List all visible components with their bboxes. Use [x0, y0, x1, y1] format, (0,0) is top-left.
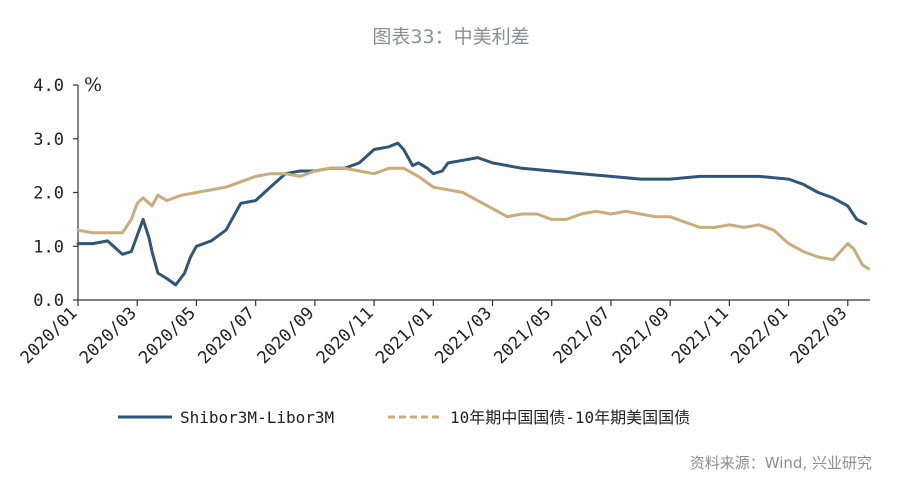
- y-axis-ticks: 4.0 3.0 2.0 1.0 0.0: [33, 76, 64, 311]
- legend: Shibor3M-Libor3M 10年期中国国债-10年期美国国债: [118, 408, 690, 427]
- series-lines: [76, 141, 870, 287]
- series-line-2: [76, 166, 870, 271]
- x-tick-label: 2021/05: [490, 303, 555, 368]
- y-axis-unit: %: [84, 74, 102, 96]
- x-tick-label: 2022/01: [727, 303, 792, 368]
- y-tick-label: 0.0: [33, 291, 64, 311]
- y-tick-label: 4.0: [33, 76, 64, 96]
- x-tick-label: 2020/09: [254, 303, 319, 368]
- x-tick-label: 2021/11: [668, 303, 733, 368]
- source-note: 资料来源：Wind, 兴业研究: [689, 454, 872, 472]
- series-line-1: [76, 141, 868, 287]
- axes: [73, 84, 870, 301]
- x-tick-label: 2022/03: [787, 303, 852, 368]
- x-tick-label: 2020/05: [135, 303, 200, 368]
- x-axis-ticks: 2020/012020/032020/052020/072020/092020/…: [17, 300, 852, 368]
- legend-label-2: 10年期中国国债-10年期美国国债: [450, 408, 690, 427]
- y-tick-label: 1.0: [33, 237, 64, 257]
- x-tick-label: 2021/09: [609, 303, 674, 368]
- legend-label-1: Shibor3M-Libor3M: [180, 408, 334, 427]
- y-tick-label: 2.0: [33, 184, 64, 204]
- chart-title: 图表33：中美利差: [372, 26, 530, 48]
- x-tick-label: 2020/11: [313, 303, 378, 368]
- x-tick-label: 2021/07: [550, 303, 615, 368]
- x-tick-label: 2020/03: [76, 303, 141, 368]
- y-tick-label: 3.0: [33, 130, 64, 150]
- x-tick-label: 2021/03: [431, 303, 496, 368]
- x-tick-label: 2020/07: [194, 303, 259, 368]
- x-tick-label: 2021/01: [372, 303, 437, 368]
- x-tick-label: 2020/01: [17, 303, 82, 368]
